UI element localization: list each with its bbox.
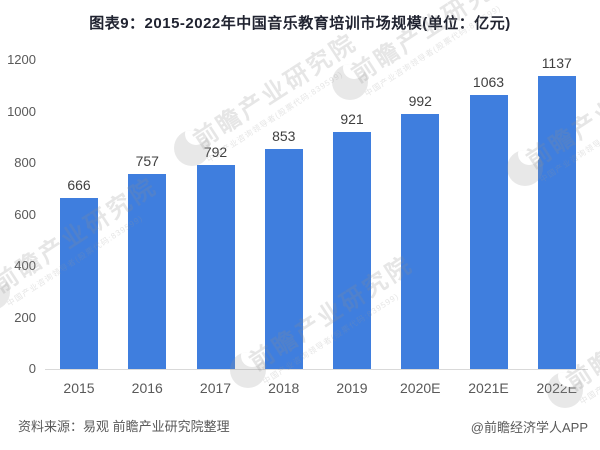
y-axis-tick-label: 1000 (7, 103, 36, 119)
y-axis-tick-label: 1200 (7, 52, 36, 67)
y-axis-tick-label: 0 (28, 361, 36, 376)
x-axis-tick-label: 2020E (400, 380, 441, 396)
x-axis-tick-label: 2015 (63, 380, 95, 396)
source-note: 资料来源：易观 前瞻产业研究院整理 (18, 419, 230, 434)
x-axis-tick-label: 2016 (131, 380, 163, 396)
x-axis-line (45, 369, 588, 370)
x-axis-tick-label: 2022E (536, 380, 577, 396)
chart-title: 图表9：2015-2022年中国音乐教育培训市场规模(单位：亿元) (89, 15, 511, 32)
bar-2017 (196, 165, 235, 369)
bar-value-label: 921 (340, 110, 364, 127)
x-axis-tick-label: 2017 (199, 380, 232, 396)
bar-2015 (60, 197, 99, 369)
bar-2021E (469, 95, 508, 369)
y-axis-tick-label: 800 (14, 155, 36, 170)
bar-value-label: 666 (67, 176, 91, 193)
bar-value-label: 1063 (472, 74, 505, 91)
x-axis-tick-label: 2019 (336, 380, 368, 396)
bar-2016 (128, 174, 167, 369)
bar-value-label: 757 (135, 153, 159, 170)
bar-value-label: 992 (408, 92, 432, 109)
bar-2022E (537, 76, 576, 369)
bar-2019 (333, 131, 372, 369)
bar-value-label: 792 (203, 144, 228, 161)
x-axis-tick-label: 2018 (268, 380, 300, 396)
y-axis-tick-label: 400 (14, 258, 36, 273)
brand-credit: @前瞻经济学人APP (470, 420, 588, 435)
bar-2020E (401, 113, 440, 369)
x-axis-tick-label: 2021E (468, 380, 509, 396)
y-axis-tick-label: 200 (14, 309, 36, 325)
y-axis-tick-label: 600 (14, 206, 36, 222)
bar-2018 (264, 149, 303, 369)
bar-value-label: 1137 (541, 55, 572, 72)
bar-value-label: 853 (272, 128, 296, 145)
